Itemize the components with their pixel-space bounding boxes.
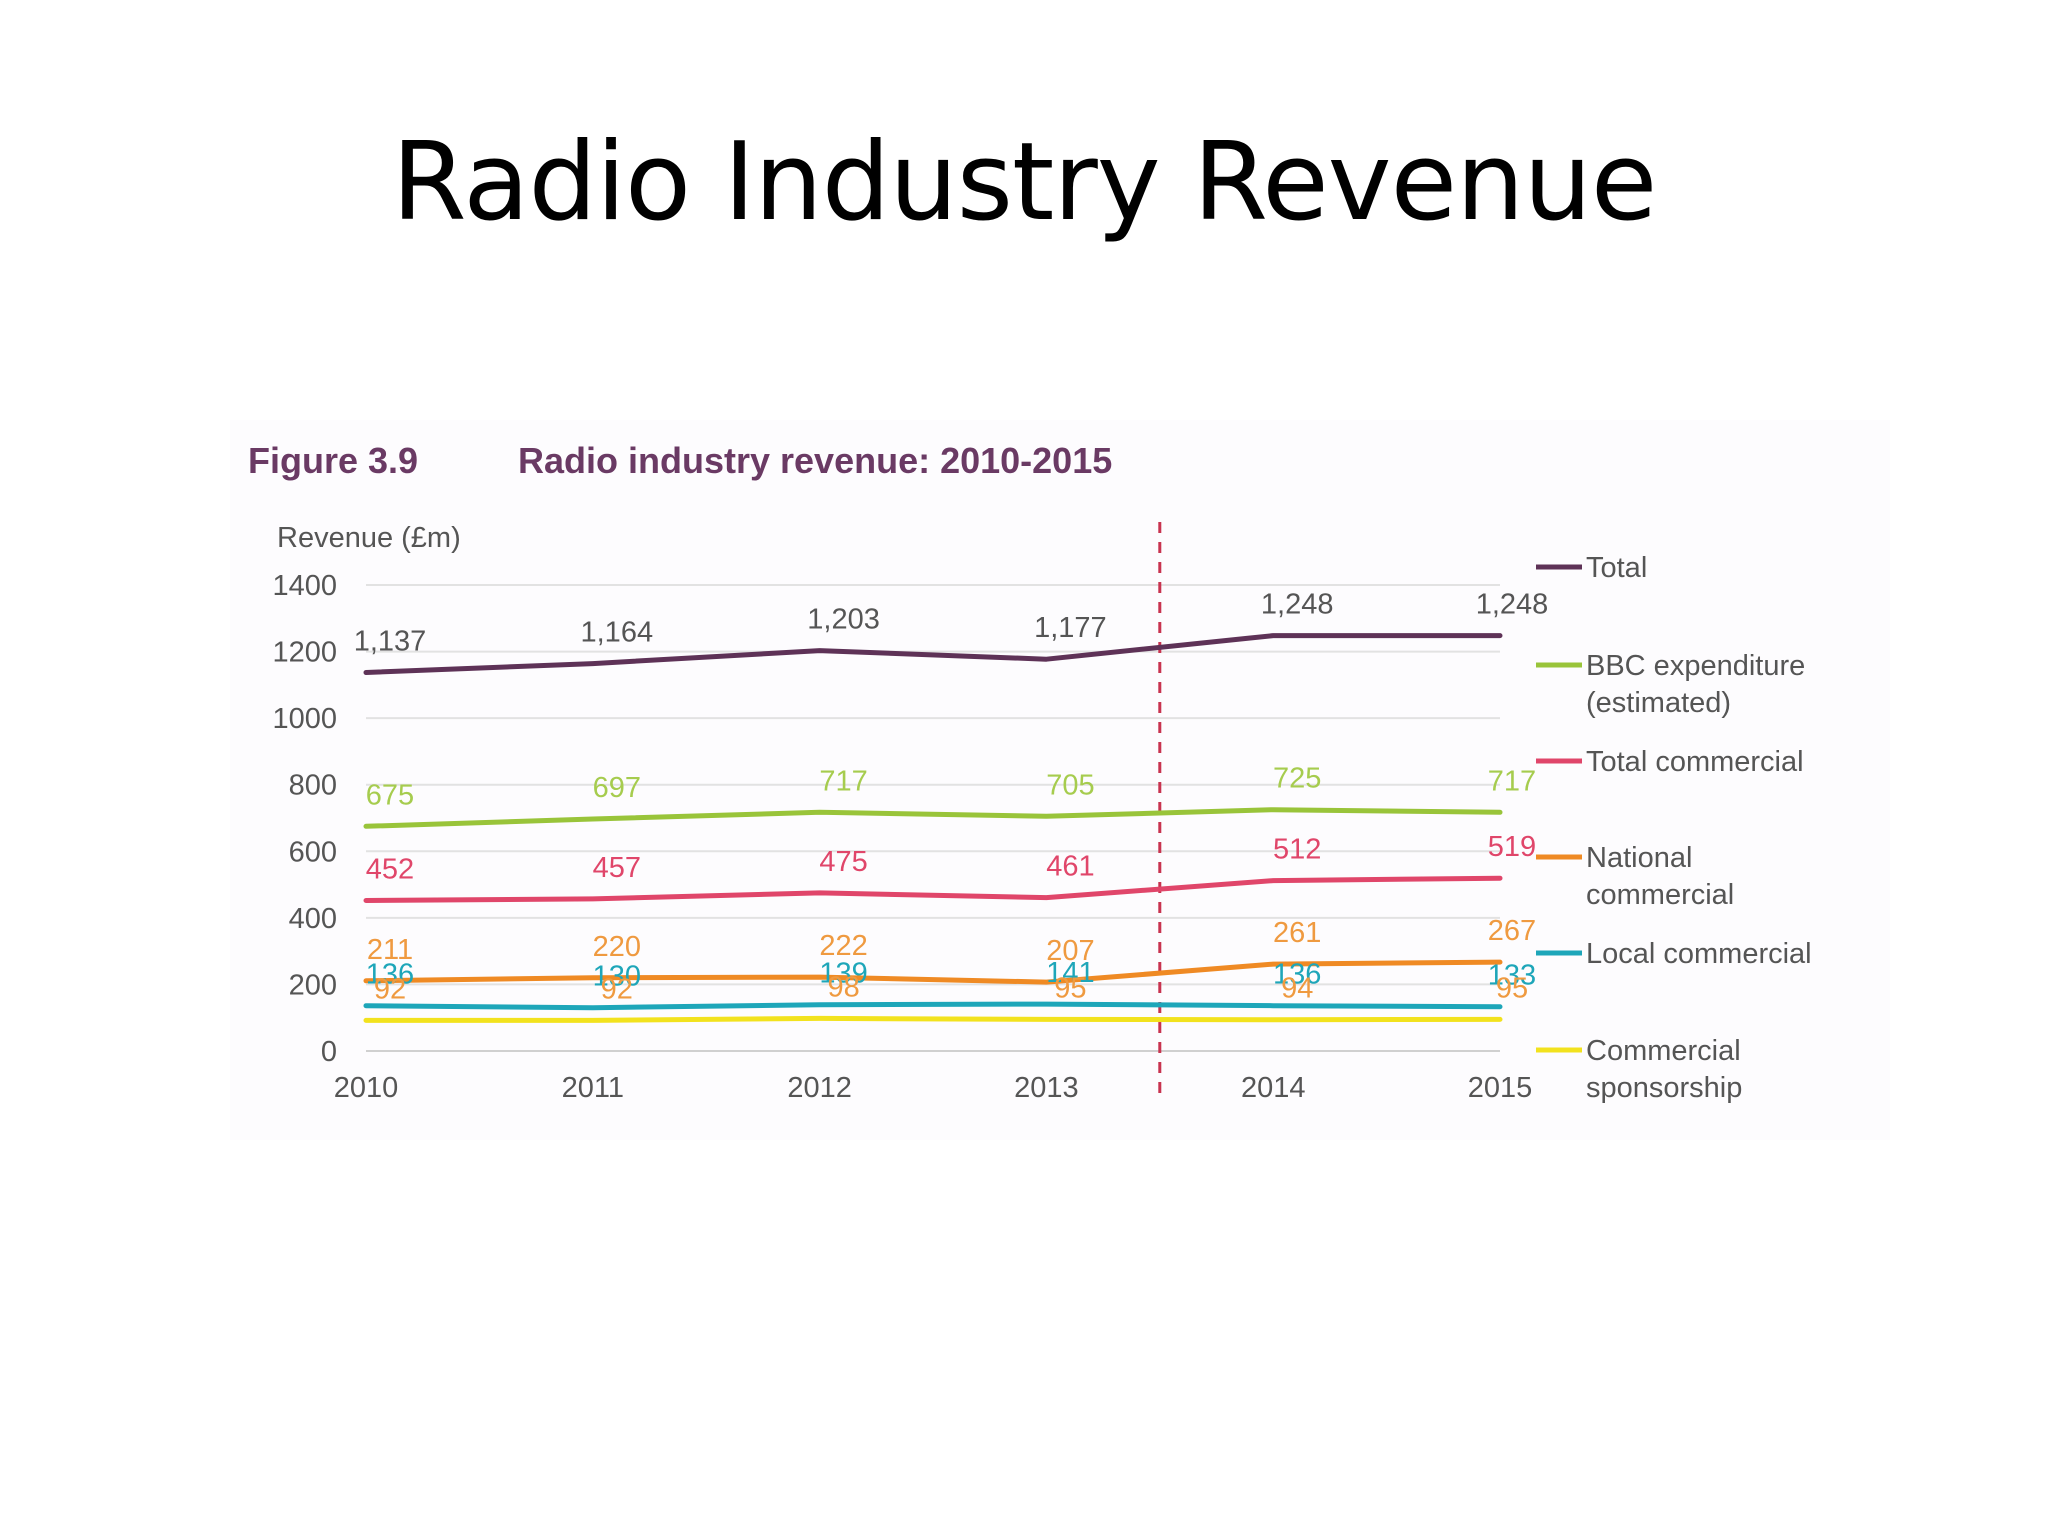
- legend-label: Local commercial: [1586, 938, 1812, 970]
- figure-number: Figure 3.9: [248, 440, 419, 481]
- y-tick-label: 400: [289, 903, 337, 935]
- data-label: 92: [374, 973, 406, 1005]
- y-tick-label: 800: [289, 770, 337, 802]
- data-label: 675: [366, 779, 414, 811]
- x-tick-label: 2013: [1014, 1072, 1079, 1104]
- data-label: 461: [1046, 851, 1094, 883]
- data-label: 207: [1046, 935, 1094, 967]
- data-label: 457: [593, 852, 641, 884]
- slide-title: Radio Industry Revenue: [391, 120, 1658, 245]
- series-line-4: [363, 1001, 1503, 1011]
- data-label: 141: [1046, 957, 1094, 989]
- y-tick-label: 1200: [272, 637, 337, 669]
- data-label: 136: [366, 959, 414, 991]
- legend-label: sponsorship: [1586, 1072, 1742, 1104]
- series-line-5: [363, 1015, 1503, 1023]
- data-label: 705: [1046, 769, 1094, 801]
- data-label: 1,177: [1034, 612, 1107, 644]
- data-label: 136: [1273, 959, 1321, 991]
- y-tick-label: 0: [321, 1036, 337, 1068]
- x-tick-label: 2012: [787, 1072, 852, 1104]
- data-label: 697: [593, 772, 641, 804]
- y-tick-label: 1400: [272, 570, 337, 602]
- x-tick-label: 2014: [1241, 1072, 1306, 1104]
- data-label: 133: [1488, 960, 1536, 992]
- data-label: 1,164: [581, 617, 654, 649]
- data-label: 1,248: [1261, 589, 1334, 621]
- data-label: 1,137: [354, 626, 427, 658]
- data-label: 95: [1054, 972, 1086, 1004]
- data-label: 1,248: [1476, 589, 1549, 621]
- data-label: 94: [1281, 973, 1313, 1005]
- legend-label: National: [1586, 842, 1692, 874]
- legend-label: Total: [1586, 552, 1647, 584]
- y-axis-label: Revenue (£m): [277, 522, 461, 554]
- data-label: 95: [1496, 972, 1528, 1004]
- data-label: 1,203: [807, 604, 880, 636]
- data-label: 267: [1488, 915, 1536, 947]
- legend-label: BBC expenditure: [1586, 650, 1805, 682]
- data-label: 261: [1273, 917, 1321, 949]
- data-label: 475: [819, 846, 867, 878]
- data-label: 130: [593, 961, 641, 993]
- y-tick-label: 600: [289, 836, 337, 868]
- x-tick-label: 2015: [1468, 1072, 1533, 1104]
- legend: Total BBC expenditure (estimated) Total com…: [1536, 552, 1812, 1104]
- data-label: 717: [1488, 765, 1536, 797]
- gridlines: 0 200 400 600 800 1000 1200 1400: [272, 570, 1500, 1068]
- data-label: 98: [827, 971, 859, 1003]
- data-label: 92: [601, 973, 633, 1005]
- y-tick-label: 1000: [272, 703, 337, 735]
- series-line-0: [363, 633, 1503, 675]
- axes: Revenue (£m) 2010 2011 2012 2013 2014 2015: [277, 522, 1532, 1104]
- data-label: 211: [367, 934, 413, 966]
- data-label: 222: [819, 930, 867, 962]
- data-label: 452: [366, 854, 414, 886]
- data-label: 725: [1273, 763, 1321, 795]
- series: [363, 633, 1503, 1023]
- legend-label: commercial: [1586, 879, 1734, 911]
- legend-label: Commercial: [1586, 1035, 1741, 1067]
- data-labels: 1,137 1,164 1,203 1,177 1,248 1,248 675 697 717 7…: [354, 589, 1549, 1006]
- legend-label: (estimated): [1586, 687, 1731, 719]
- data-label: 139: [819, 958, 867, 990]
- data-label: 717: [819, 765, 867, 797]
- data-label: 220: [593, 931, 641, 963]
- legend-label: Total commercial: [1586, 746, 1804, 778]
- x-tick-label: 2011: [562, 1072, 624, 1104]
- series-line-2: [363, 875, 1503, 903]
- data-label: 519: [1488, 831, 1536, 863]
- y-tick-label: 200: [289, 969, 337, 1001]
- series-line-3: [363, 959, 1503, 985]
- figure-title: Radio industry revenue: 2010-2015: [518, 440, 1113, 481]
- x-tick-label: 2010: [334, 1072, 399, 1104]
- data-label: 512: [1273, 834, 1321, 866]
- series-line-1: [363, 807, 1503, 829]
